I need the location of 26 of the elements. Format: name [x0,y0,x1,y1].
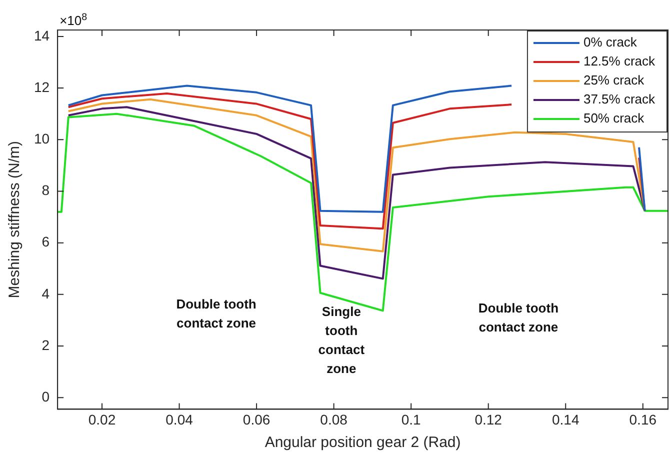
x-tick-label: 0.04 [166,411,194,428]
y-tick-label: 2 [42,336,50,353]
x-tick-label: 0.12 [474,411,502,428]
y-tick-label: 6 [42,234,50,250]
x-tick-label: 0.14 [552,411,580,428]
legend-label: 12.5% crack [583,54,656,69]
y-tick-label: 10 [34,130,50,146]
legend-label: 0% crack [583,34,638,50]
y-tick-label: 14 [34,27,50,44]
y-tick-label: 12 [34,78,50,95]
annotation: Double tooth contact zone [478,300,559,334]
x-tick-label: 0.06 [242,411,270,428]
legend-label: 25% crack [583,72,645,88]
x-tick-label: 0.02 [88,411,116,428]
legend-label: 50% crack [583,110,645,126]
y-tick-label: 8 [42,182,50,198]
y-tick-label: 0 [42,388,50,404]
legend-label: 37.5% crack [583,92,656,107]
x-tick-label: 0.08 [320,411,348,428]
annotation: Single tooth contact zone [318,304,366,376]
x-tick-label: 0.16 [629,411,657,428]
y-tick-label: 4 [42,285,50,302]
x-tick-label: 0.1 [401,411,422,428]
x-axis-title: Angular position gear 2 (Rad) [264,434,461,452]
annotation: Double tooth contact zone [176,296,256,330]
y-axis-title: Meshing stiffness (N/m) [6,140,24,298]
